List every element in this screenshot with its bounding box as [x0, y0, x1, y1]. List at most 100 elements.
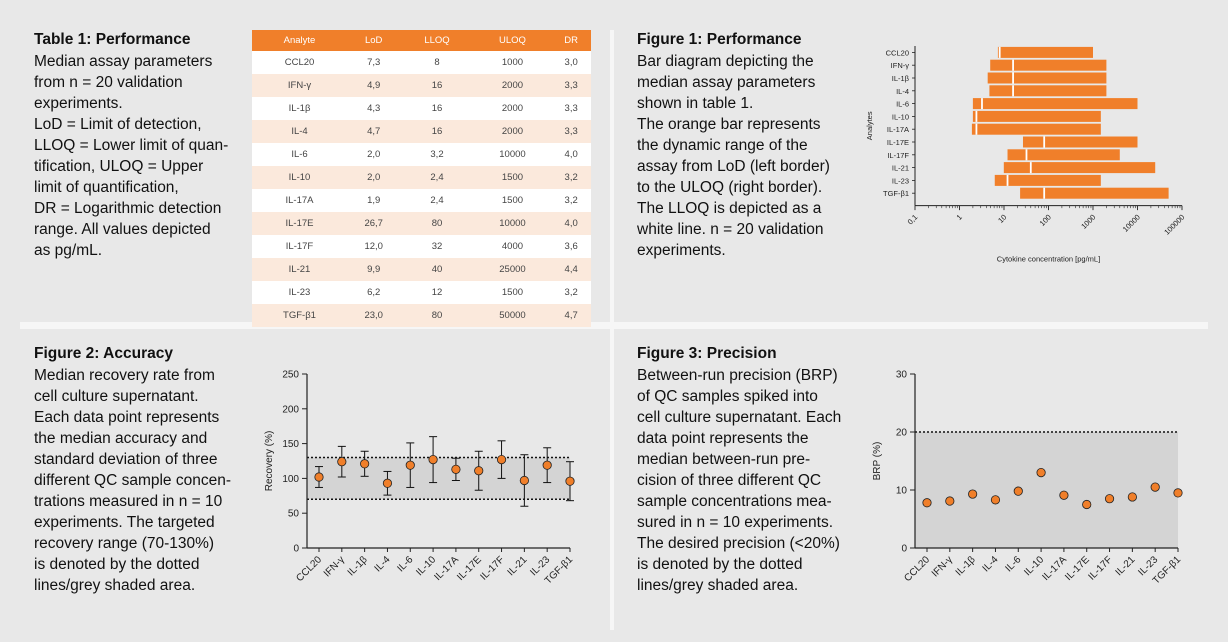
table-cell: 3,3 — [564, 103, 578, 114]
caption-line: limit of quantification, — [34, 179, 179, 196]
table-cell: 50000 — [473, 304, 552, 327]
table-row: IL-17F 12,0 32 4000 3,6 — [252, 235, 591, 258]
table-row: IL-17E 26,7 80 10000 4,0 — [252, 212, 591, 235]
precision-range-shading — [915, 432, 1178, 548]
x-tick-label: IL-21 — [506, 554, 530, 578]
table1-title: Table 1: Performance — [34, 31, 191, 48]
range-bar — [972, 98, 1138, 110]
y-tick-label: 50 — [288, 509, 300, 520]
range-bar — [1020, 187, 1169, 199]
table-cell: IL-17F — [285, 241, 314, 252]
caption-line: The desired precision (<20%) — [637, 535, 840, 552]
caption-line: standard deviation of three — [34, 451, 218, 468]
y-tick-label: IFN-γ — [891, 61, 910, 70]
y-tick-label: CCL20 — [886, 48, 909, 57]
table-cell: 80 — [400, 304, 474, 327]
caption-line: Between-run precision (BRP) — [637, 367, 838, 384]
data-point — [428, 455, 438, 465]
table-cell: 10000 — [499, 149, 526, 160]
table-cell: 12,0 — [364, 241, 383, 252]
table-cell: 3,6 — [564, 241, 578, 252]
x-tick-label: IL-17E — [1063, 554, 1092, 583]
table-cell: 25000 — [473, 258, 552, 281]
caption-line: the dynamic range of the — [637, 137, 808, 154]
data-point — [968, 489, 978, 499]
caption-line: white line. n = 20 validation — [637, 221, 824, 238]
data-point — [990, 495, 1001, 505]
table-row: IL-6 2,0 3,2 10000 4,0 — [252, 143, 591, 166]
data-point — [1127, 492, 1137, 502]
caption-line: experiments. The targeted — [34, 514, 215, 531]
table-cell: 3,0 — [564, 57, 578, 68]
x-tick-label: IL-4 — [981, 554, 1001, 574]
caption-line: Each data point represents — [34, 409, 220, 426]
range-bar — [994, 174, 1101, 186]
table-cell: 3,3 — [551, 74, 591, 97]
figure1-caption: Figure 1: Performance Bar diagram depict… — [637, 29, 852, 261]
table-header-cell: LoD — [347, 30, 401, 51]
table-cell: 3,2 — [564, 287, 578, 298]
caption-line: different QC sample concen- — [34, 472, 232, 489]
table-cell: 16 — [431, 103, 443, 114]
data-point — [542, 460, 552, 470]
table-cell: 3,2 — [564, 195, 578, 206]
table-row: IL-1β 4,3 16 2000 3,3 — [252, 97, 591, 120]
caption-line: The LLOQ is depicted as a — [637, 200, 822, 217]
data-point — [565, 476, 575, 486]
data-point — [405, 460, 415, 470]
table-cell: 4,0 — [564, 149, 578, 160]
x-tick-label: 100 — [1038, 213, 1053, 228]
figure3-caption: Figure 3: Precision Between-run precisio… — [637, 343, 852, 596]
table-cell: 26,7 — [347, 212, 401, 235]
figure2-caption: Figure 2: Accuracy Median recovery rate … — [34, 343, 244, 596]
x-tick-label: IL-6 — [1003, 554, 1023, 574]
range-bar — [990, 59, 1107, 71]
figure3-description: Between-run precision (BRP) of QC samples… — [637, 365, 852, 596]
table-cell: 10000 — [473, 212, 552, 235]
table-cell: 16 — [400, 74, 474, 97]
figure2-description: Median recovery rate from cell culture su… — [34, 365, 244, 596]
data-point — [337, 457, 347, 467]
table-cell: TGF-β1 — [252, 304, 348, 327]
y-tick-label: 10 — [896, 486, 908, 497]
x-tick-label: IFN-γ — [930, 554, 955, 579]
table-cell: 3,3 — [551, 120, 591, 143]
table-header-cell: DR — [551, 30, 591, 51]
x-tick-label: 10000 — [1121, 213, 1142, 234]
table-cell: IL-1β — [288, 103, 311, 114]
y-tick-label: 100 — [282, 474, 299, 485]
caption-line: LLOQ = Lower limit of quan- — [34, 137, 229, 154]
performance-table: Analyte LoD LLOQ ULOQ DR CCL20 7,3 8 1000 3,0 IFN… — [252, 30, 591, 327]
table-cell: IFN-γ — [252, 74, 348, 97]
caption-line: LoD = Limit of detection, — [34, 116, 202, 133]
caption-line: range. All values depicted — [34, 221, 211, 238]
figure1-title: Figure 1: Performance — [637, 31, 802, 48]
x-tick-label: 1 — [955, 213, 964, 222]
caption-line: Bar diagram depicting the — [637, 53, 814, 70]
caption-line: trations measured in n = 10 — [34, 493, 223, 510]
caption-line: of QC samples spiked into — [637, 388, 818, 405]
x-tick-label: IL-21 — [1114, 554, 1138, 578]
table-cell: CCL20 — [284, 57, 315, 68]
table-cell: IL-4 — [252, 120, 348, 143]
data-point — [382, 478, 393, 488]
x-tick-label: 10 — [996, 213, 1008, 225]
table-cell: 4000 — [501, 241, 524, 252]
table-cell: IL-17A — [285, 195, 314, 206]
caption-line: Median assay parameters — [34, 53, 213, 70]
table-cell: 12 — [431, 287, 443, 298]
y-tick-label: 150 — [282, 439, 299, 450]
figure1-bar-chart: CCL20 IFN-γ IL-1β IL-4 IL-6 IL-10 IL-17A IL-17E… — [865, 46, 1186, 264]
range-bar — [1007, 149, 1120, 161]
caption-line: assay from LoD (left border) — [637, 158, 830, 175]
range-bar — [989, 85, 1107, 97]
range-bar — [987, 72, 1107, 84]
table-cell: 1500 — [473, 166, 552, 189]
caption-line: is denoted by the dotted — [637, 556, 803, 573]
table-cell: 2000 — [473, 74, 552, 97]
table-cell: IL-21 — [252, 258, 348, 281]
y-tick-label: IL-4 — [896, 87, 909, 96]
x-tick-label: IL-17F — [1086, 554, 1114, 582]
y-axis-title: Recovery (%) — [264, 431, 275, 492]
x-tick-label: IL-17F — [478, 554, 506, 582]
